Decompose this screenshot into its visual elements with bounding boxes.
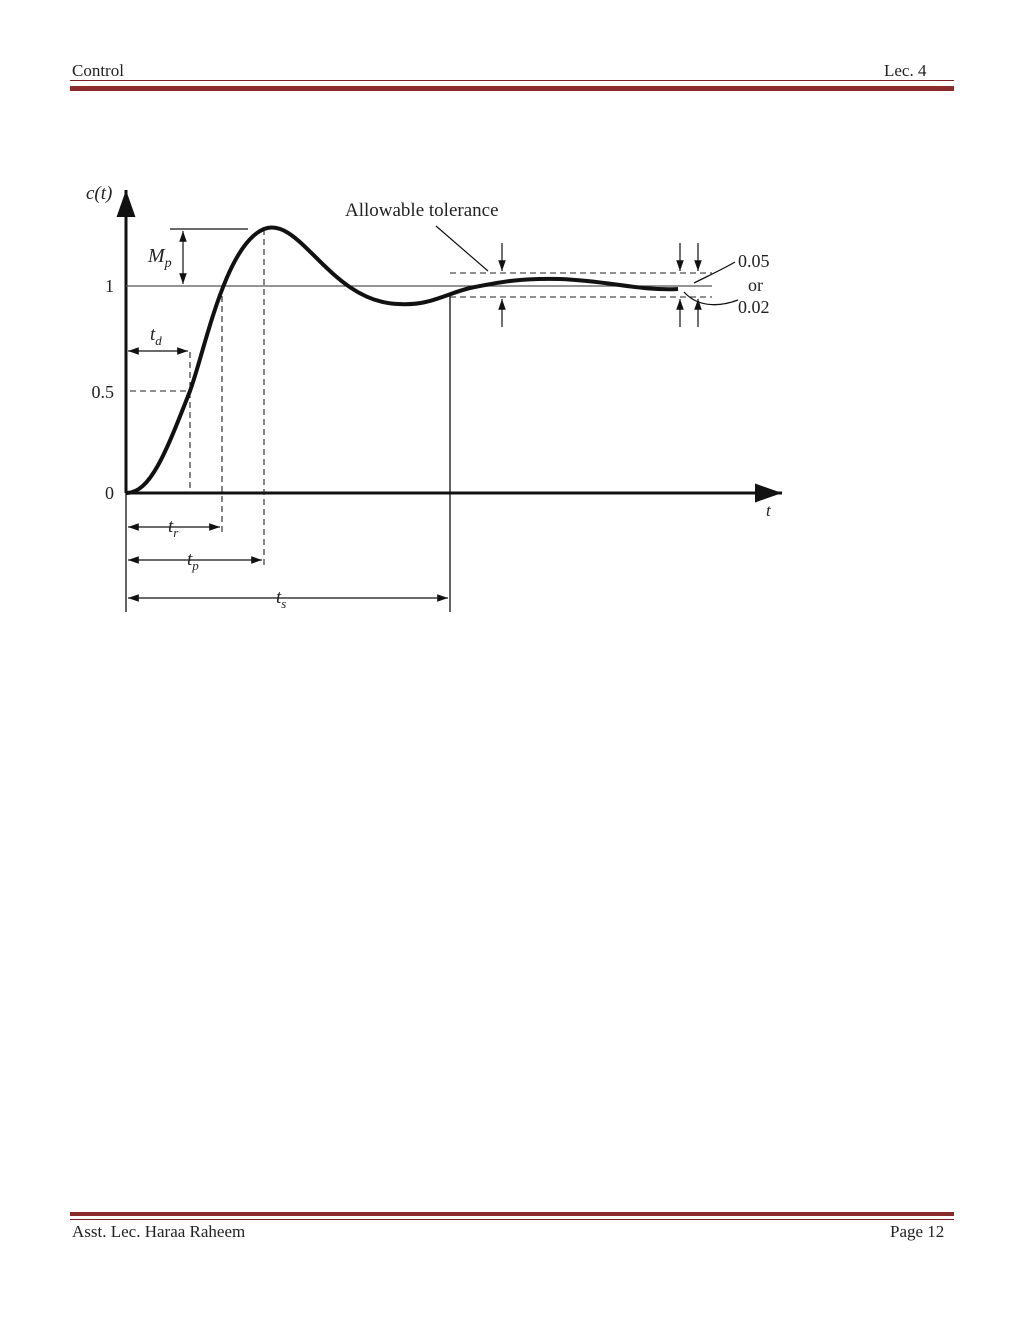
footer-left: Asst. Lec. Haraa Raheem	[72, 1222, 246, 1241]
tolerance-leader	[435, 225, 489, 272]
mp-label: Mp	[147, 245, 172, 271]
response-curve	[125, 225, 679, 495]
step-response-diagram: c(t) t 1 0.5 0 Mp td tr tp ts Allowable …	[86, 183, 782, 612]
header-rule-thick	[70, 86, 954, 91]
tolerance-value: 0.05	[738, 251, 770, 271]
tolerance-label: Allowable tolerance	[345, 200, 499, 221]
td-label: td	[150, 324, 162, 348]
value-leader	[683, 291, 739, 306]
header-rule-thin	[70, 80, 954, 81]
x-label: t	[766, 501, 772, 520]
footer-right: Page 12	[890, 1222, 945, 1241]
footer-rule-thick	[70, 1212, 954, 1216]
tp-label: tp	[187, 549, 199, 573]
ts-label: ts	[276, 587, 286, 611]
header-left: Control	[72, 61, 124, 80]
footer-rule-thin	[70, 1219, 954, 1220]
value-leader	[693, 261, 736, 284]
tolerance-value: 0.02	[738, 297, 770, 317]
y-label: c(t)	[86, 183, 112, 204]
tolerance-value: or	[748, 275, 763, 295]
level-label: 1	[105, 276, 114, 296]
header-right: Lec. 4	[884, 61, 927, 80]
level-label: 0.5	[92, 382, 115, 402]
tr-label: tr	[168, 516, 179, 540]
level-label: 0	[105, 483, 114, 503]
